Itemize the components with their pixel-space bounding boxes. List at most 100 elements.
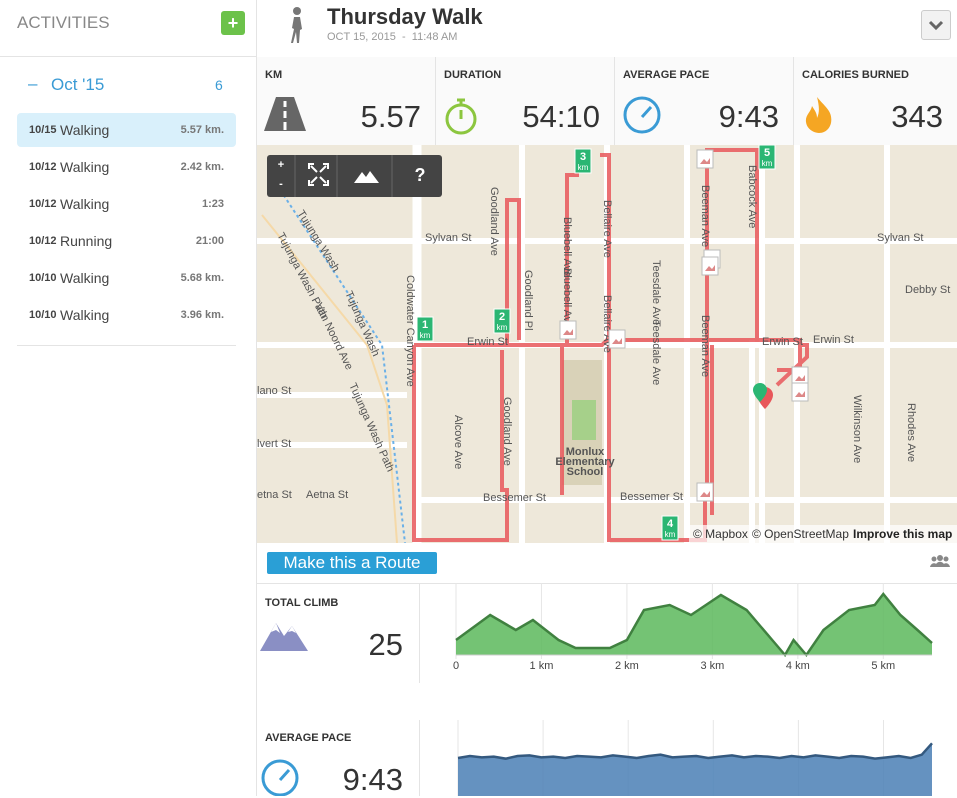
activity-item[interactable]: 10/10 Walking 3.96 km. [17, 298, 236, 332]
x-tick-label: 1 km [530, 660, 554, 672]
area [456, 594, 932, 655]
activity-item[interactable]: 10/10 Walking 5.68 km. [17, 261, 236, 295]
attribution: © Mapbox [693, 527, 748, 541]
map-label: Erwin St [813, 334, 854, 346]
map-label: Debby St [905, 284, 950, 296]
map-label: Teesdale Ave [650, 320, 662, 385]
mountain-icon [260, 623, 308, 651]
km-number: 1 [422, 319, 428, 331]
activity-date: 10/12 [29, 161, 57, 173]
map-control[interactable]: + [278, 159, 284, 171]
map-label: Elementary [555, 456, 615, 468]
add-button[interactable]: + [221, 11, 245, 35]
map-controls [267, 155, 442, 197]
fullscreen-icon[interactable] [308, 163, 329, 186]
km-unit: km [665, 530, 676, 539]
stat-label: AVERAGE PACE [623, 69, 710, 81]
km-marker [661, 515, 679, 541]
map-label: Bluebell Ave [561, 217, 573, 277]
activity-date: 10/10 [29, 272, 57, 284]
map-label: Bessemer St [483, 492, 546, 504]
gauge-icon [261, 759, 299, 796]
km-unit: km [578, 163, 589, 172]
divider [17, 345, 236, 346]
km-marker [758, 145, 776, 170]
photo-marker [608, 329, 626, 349]
activity-date: OCT 15, 2015 - 11:48 AM [327, 31, 458, 43]
map-label: Erwin St [762, 336, 803, 348]
map-label: Aetna St [306, 489, 348, 501]
climb-value: 25 [368, 627, 403, 662]
activity-title: Thursday Walk [327, 4, 483, 29]
km-unit: km [420, 331, 431, 340]
photo-marker [559, 320, 577, 340]
pace-label: AVERAGE PACE [265, 732, 352, 744]
map-label: Goodland Ave [501, 397, 513, 466]
month-dash[interactable]: – [28, 74, 38, 93]
area-outline [455, 591, 933, 658]
activity-item[interactable]: 10/12 Running 21:00 [17, 224, 236, 258]
map-control[interactable]: - [279, 178, 283, 190]
km-number: 2 [499, 311, 505, 323]
sidebar: ACTIVITIES + – Oct '15 6 10/15 Walking 5.5… [0, 0, 257, 796]
dropdown-button[interactable] [921, 10, 951, 40]
photo-marker [791, 366, 809, 386]
photo-marker [696, 149, 714, 169]
area-outline [457, 742, 933, 760]
terrain-icon[interactable] [354, 171, 379, 183]
map-control[interactable]: ? [415, 165, 426, 185]
month[interactable]: Oct '15 [51, 75, 105, 94]
km-number: 5 [764, 147, 770, 159]
stat-label: CALORIES BURNED [802, 69, 909, 81]
x-tick-label: 2 km [615, 660, 639, 672]
stopwatch-icon [445, 98, 477, 135]
make-route-button[interactable]: Make this a Route [267, 552, 437, 574]
map-label: School [567, 466, 604, 478]
map-label: lvert St [257, 438, 291, 450]
activity-type: Walking [60, 196, 110, 212]
photo-icon [795, 391, 805, 397]
divider [0, 56, 257, 57]
x-tick-label: 4 km [786, 660, 810, 672]
photo-icon [612, 338, 622, 344]
km-number: 3 [580, 151, 586, 163]
pace-chart [457, 720, 933, 796]
km-unit: km [497, 323, 508, 332]
activity-date: 10/12 [29, 198, 57, 210]
people-icon[interactable] [930, 555, 950, 569]
km-marker [416, 316, 434, 342]
photo-marker [791, 382, 809, 402]
activity-value: 1:23 [201, 198, 224, 210]
map-label: lano St [257, 385, 291, 397]
activity-date: 10/15 [29, 124, 57, 136]
map-label: Sylvan St [425, 232, 471, 244]
map-label: etna St [257, 489, 292, 501]
map-label: Bellaire Ave [601, 200, 613, 258]
stat-value: 343 [891, 99, 943, 134]
stat-value: 9:43 [718, 99, 779, 134]
activity-item[interactable]: 10/12 Walking 1:23 [17, 187, 236, 221]
map-label: Monlux [566, 446, 605, 458]
activity-item[interactable]: 10/12 Walking 2.42 km. [17, 150, 236, 184]
x-tick-label: 0 [453, 660, 459, 672]
photo-icon [700, 491, 710, 497]
climb-label: TOTAL CLIMB [265, 597, 339, 609]
photo-marker [696, 482, 714, 502]
km-marker [493, 308, 511, 334]
area [458, 743, 932, 796]
flame-icon [805, 97, 832, 133]
sidebar-title: ACTIVITIES [17, 13, 110, 32]
attribution-link[interactable]: Improve this map [853, 527, 952, 541]
pace-panel: AVERAGE PACE 9:43 [257, 720, 420, 797]
activity-value: 5.68 km. [180, 272, 224, 284]
activity-item[interactable]: 10/15 Walking 5.57 km. [17, 113, 236, 147]
map-label: Erwin St [467, 336, 508, 348]
month-count: 6 [215, 77, 223, 93]
x-tick-label: 3 km [700, 660, 724, 672]
x-tick-label: 5 km [871, 660, 895, 672]
activity-value: 21:00 [195, 235, 224, 247]
map-label: Wilkinson Ave [851, 395, 863, 463]
map-label: Coldwater Canyon Ave [404, 275, 416, 387]
